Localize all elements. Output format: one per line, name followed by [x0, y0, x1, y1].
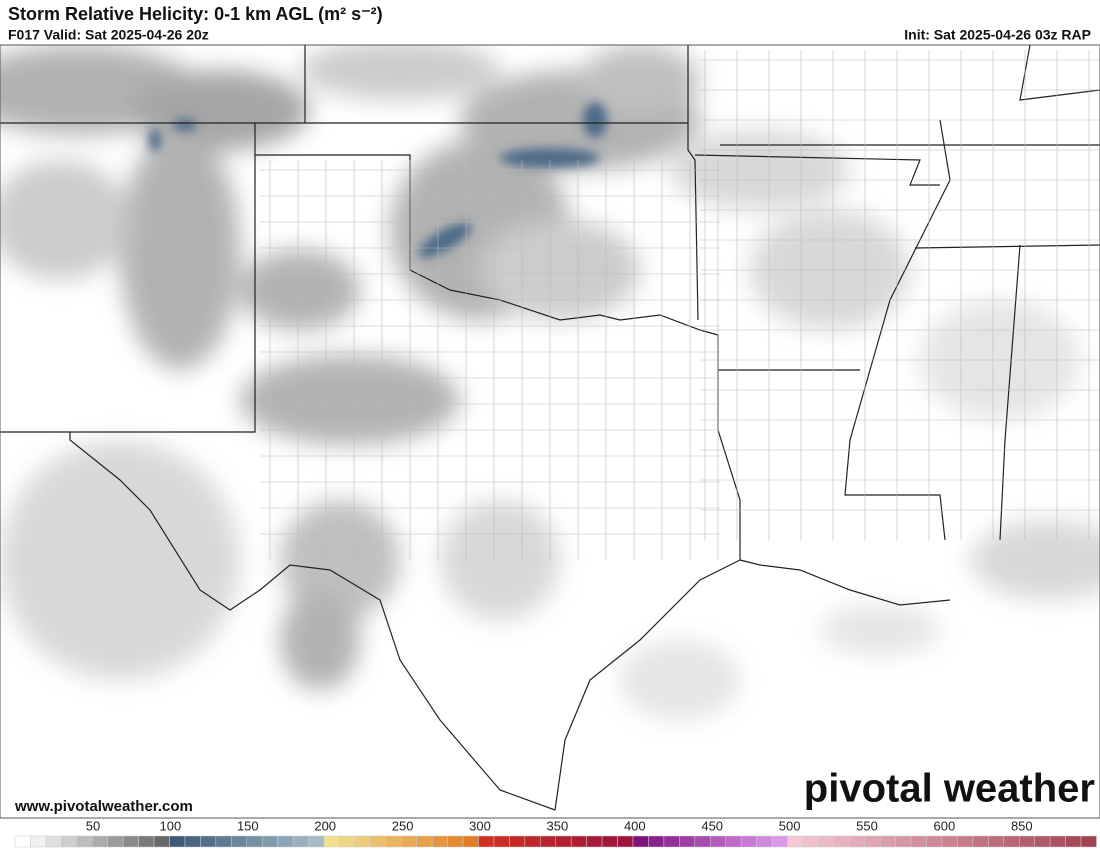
colorbar-swatch — [401, 835, 417, 848]
colorbar-label: 500 — [779, 818, 801, 833]
colorbar-swatch — [431, 835, 448, 848]
map-frame — [0, 44, 1100, 819]
colorbar-swatch — [879, 835, 896, 848]
colorbar-swatch — [200, 835, 217, 848]
colorbar: 50 100 150 200 250 300 350 400 450 500 550 600 850 — [14, 818, 1097, 848]
colorbar-swatch — [771, 835, 788, 848]
colorbar-swatch — [710, 835, 726, 848]
colorbar-swatch — [246, 835, 263, 848]
colorbar-swatch — [941, 835, 958, 848]
colorbar-swatch — [30, 835, 47, 848]
colorbar-swatch — [308, 835, 325, 848]
colorbar-swatch — [849, 835, 865, 848]
valid-time: F017 Valid: Sat 2025-04-26 20z — [8, 27, 209, 43]
colorbar-swatch — [1080, 835, 1097, 848]
colorbar-swatch — [370, 835, 387, 848]
colorbar-swatch — [138, 835, 155, 848]
colorbar-label: 250 — [392, 818, 414, 833]
colorbar-swatch — [570, 835, 587, 848]
title: Storm Relative Helicity: 0-1 km AGL (m² … — [8, 4, 383, 24]
colorbar-swatch — [926, 835, 943, 848]
colorbar-swatch — [632, 835, 649, 848]
colorbar-swatch — [292, 835, 309, 848]
colorbar-swatch — [1019, 835, 1035, 848]
colorbar-swatch — [555, 835, 572, 848]
colorbar-swatch — [1065, 835, 1082, 848]
colorbar-swatch — [864, 835, 881, 848]
colorbar-swatch — [76, 835, 93, 848]
colorbar-swatch — [14, 835, 31, 848]
state-borders — [0, 45, 1100, 811]
colorbar-swatch — [493, 835, 510, 848]
colorbar-swatch — [1034, 835, 1051, 848]
colorbar-swatch — [972, 835, 989, 848]
colorbar-label: 150 — [237, 818, 259, 833]
colorbar-label: 400 — [624, 818, 646, 833]
colorbar-swatch — [957, 835, 974, 848]
colorbar-swatch — [694, 835, 711, 848]
colorbar-swatch — [169, 835, 186, 848]
colorbar-swatch — [339, 835, 356, 848]
logo: pivotal weather — [804, 767, 1095, 811]
colorbar-swatch — [524, 835, 541, 848]
colorbar-swatch — [184, 835, 201, 848]
colorbar-swatch — [679, 835, 696, 848]
map — [0, 45, 1100, 818]
colorbar-swatch — [601, 835, 618, 848]
colorbar-swatch — [725, 835, 742, 848]
colorbar-swatch — [416, 835, 433, 848]
colorbar-swatch — [122, 835, 139, 848]
colorbar-swatch — [787, 835, 804, 848]
colorbar-swatch — [586, 835, 603, 848]
colorbar-swatch — [45, 835, 62, 848]
colorbar-swatch — [92, 835, 108, 848]
colorbar-swatch — [153, 835, 170, 848]
colorbar-swatch — [107, 835, 124, 848]
colorbar-swatch — [833, 835, 850, 848]
colorbar-swatch — [895, 835, 912, 848]
colorbar-label: 850 — [1011, 818, 1033, 833]
colorbar-swatch — [540, 835, 556, 848]
colorbar-swatch — [277, 835, 294, 848]
colorbar-swatch — [462, 835, 479, 848]
colorbar-swatch — [756, 835, 773, 848]
init-time: Init: Sat 2025-04-26 03z RAP — [904, 27, 1091, 43]
colorbar-swatch — [1049, 835, 1066, 848]
colorbar-label: 550 — [856, 818, 878, 833]
colorbar-label: 100 — [160, 818, 182, 833]
colorbar-swatch — [509, 835, 526, 848]
county-grid — [260, 50, 1100, 560]
colorbar-swatch — [447, 835, 464, 848]
colorbar-label: 600 — [934, 818, 956, 833]
colorbar-label: 300 — [469, 818, 491, 833]
colorbar-swatch — [61, 835, 78, 848]
colorbar-swatch — [802, 835, 819, 848]
colorbar-swatch — [231, 835, 248, 848]
colorbar-swatch — [648, 835, 665, 848]
colorbar-swatch — [478, 835, 495, 848]
colorbar-swatch — [385, 835, 402, 848]
colorbar-swatch — [354, 835, 371, 848]
colorbar-swatch — [663, 835, 680, 848]
colorbar-swatch — [1003, 835, 1020, 848]
colorbar-label: 350 — [547, 818, 569, 833]
site-url: www.pivotalweather.com — [14, 798, 193, 815]
colorbar-swatch — [740, 835, 757, 848]
helicity-high — [149, 102, 607, 258]
colorbar-swatch — [215, 835, 232, 848]
colorbar-swatch — [910, 835, 927, 848]
colorbar-swatch — [988, 835, 1005, 848]
colorbar-label: 200 — [314, 818, 336, 833]
colorbar-swatch — [261, 835, 278, 848]
colorbar-label: 450 — [701, 818, 723, 833]
colorbar-label: 50 — [86, 818, 100, 833]
colorbar-swatch — [617, 835, 634, 848]
colorbar-swatch — [323, 835, 340, 848]
colorbar-swatch — [818, 835, 835, 848]
